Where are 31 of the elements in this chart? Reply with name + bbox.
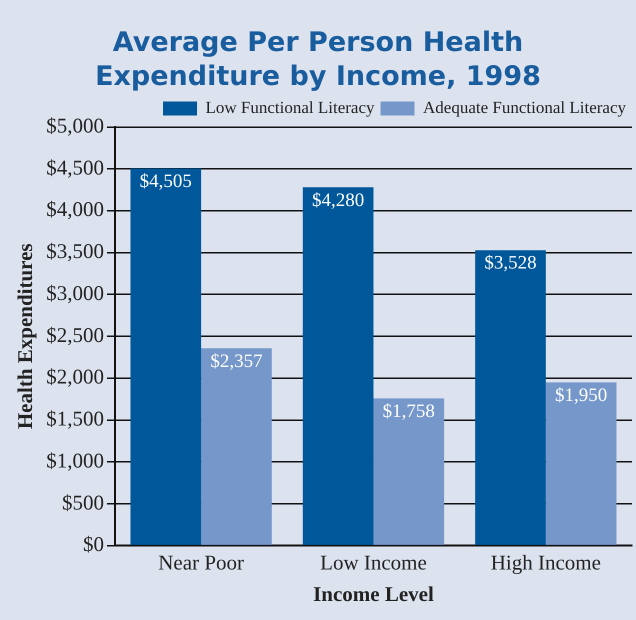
data-label: $4,280 bbox=[312, 190, 364, 211]
data-label: $2,357 bbox=[210, 350, 263, 372]
y-tick-label: $2,000 bbox=[46, 364, 104, 389]
y-tick-label: $4,000 bbox=[46, 197, 104, 222]
y-tick-label: $3,000 bbox=[46, 280, 104, 305]
y-tick-label: $2,500 bbox=[46, 322, 104, 347]
bar bbox=[546, 382, 616, 545]
y-tick-label: $5,000 bbox=[46, 114, 104, 138]
data-label: $1,950 bbox=[555, 384, 608, 406]
legend-label: Low Functional Literacy bbox=[206, 98, 376, 117]
data-label: $1,758 bbox=[382, 400, 435, 422]
y-tick-label: $1,500 bbox=[46, 406, 104, 431]
bar bbox=[130, 168, 202, 545]
legend-label: Adequate Functional Literacy bbox=[423, 98, 626, 117]
y-tick-label: $3,500 bbox=[46, 239, 104, 264]
y-axis-title: Health Expenditures bbox=[13, 243, 38, 430]
x-tick-label: Low Income bbox=[320, 550, 427, 575]
data-label: $4,505 bbox=[140, 170, 192, 192]
y-tick-label: $0 bbox=[82, 532, 104, 556]
chart-title: Average Per Person Health Expenditure by Income, 1998 bbox=[94, 26, 542, 94]
bar bbox=[475, 250, 546, 545]
x-axis-title: Income Level bbox=[313, 582, 434, 606]
data-label: $3,528 bbox=[484, 252, 537, 274]
bar bbox=[373, 398, 444, 545]
y-tick-label: $1,000 bbox=[46, 448, 104, 472]
y-tick-label: $500 bbox=[62, 490, 104, 514]
bar bbox=[302, 187, 374, 545]
y-tick-label: $4,500 bbox=[46, 155, 104, 180]
x-tick-label: High Income bbox=[490, 550, 601, 575]
x-tick-label: Near Poor bbox=[158, 550, 244, 575]
bar bbox=[201, 348, 272, 545]
